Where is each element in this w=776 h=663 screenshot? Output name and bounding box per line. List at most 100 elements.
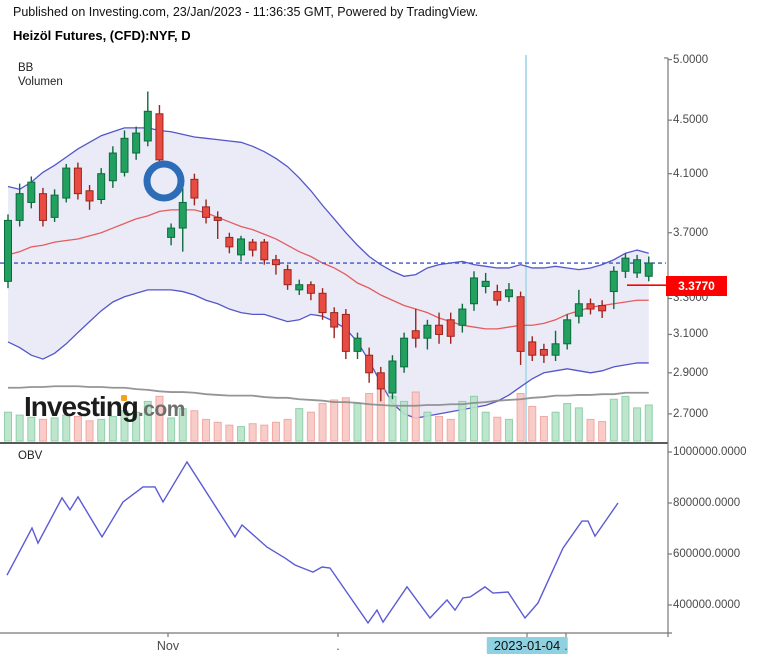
- investing-wordmark: Investing: [24, 391, 139, 422]
- volume-bar: [271, 421, 280, 442]
- candle-body: [586, 303, 595, 310]
- candle-body: [108, 152, 117, 182]
- volume-bar: [143, 400, 152, 442]
- date-tag-label: 2023-01-04: [486, 637, 568, 654]
- volume-bar: [330, 399, 339, 442]
- candle-body: [446, 319, 455, 337]
- annotation-circle: [143, 160, 185, 202]
- volume-bar: [493, 416, 502, 442]
- candle-body: [353, 337, 362, 352]
- candle-body: [458, 308, 467, 326]
- candle-body: [551, 343, 560, 356]
- obv-tick-label: 800000.0000: [673, 497, 741, 509]
- candle-body: [341, 313, 350, 352]
- candle-body: [167, 227, 176, 238]
- bb-lower-line: [7, 289, 649, 419]
- candle-body: [97, 173, 106, 200]
- volume-bar: [62, 414, 71, 442]
- volume-bar: [283, 418, 292, 442]
- candle-body: [330, 312, 339, 328]
- candle-body: [621, 257, 630, 272]
- price-tick-label: 5.0000: [673, 53, 709, 66]
- candle-body: [365, 354, 374, 374]
- volume-bar: [73, 416, 82, 442]
- candle-body: [143, 110, 152, 142]
- bb-middle-line: [7, 209, 649, 330]
- volume-bar: [27, 416, 36, 442]
- candle-body: [435, 324, 444, 335]
- volume-bar: [38, 418, 47, 442]
- candle-body: [644, 262, 653, 277]
- candle-body: [237, 238, 245, 256]
- candle-body: [633, 259, 642, 274]
- volume-bar: [411, 391, 420, 442]
- volume-bar: [50, 417, 59, 442]
- candle-body: [155, 113, 164, 161]
- price-tick-label: 2.7000: [673, 407, 709, 420]
- volume-bar: [167, 417, 176, 442]
- candle-body: [306, 284, 315, 294]
- volume-bar: [551, 411, 560, 442]
- volume-bar: [237, 426, 245, 442]
- candle-body: [516, 296, 525, 352]
- volume-bar: [248, 423, 257, 442]
- candle-body: [563, 319, 572, 345]
- obv-tick-label: 1000000.0000: [673, 446, 747, 458]
- volume-bar: [633, 407, 642, 442]
- candle-body: [283, 269, 292, 286]
- volume-bar: [178, 408, 187, 442]
- candle-body: [38, 193, 47, 221]
- obv-line: [6, 460, 619, 625]
- orange-i-dot-icon: [121, 395, 127, 401]
- candle-body: [27, 181, 36, 203]
- volume-bar: [609, 398, 618, 442]
- candle-body: [376, 372, 385, 390]
- bb-band-fill: [8, 127, 649, 419]
- volume-bar: [539, 416, 548, 442]
- candle-body: [120, 137, 129, 173]
- candle-body: [470, 277, 478, 305]
- volume-ma-line: [8, 385, 649, 407]
- volume-bar: [306, 411, 315, 442]
- candle-body: [609, 270, 618, 293]
- candle-body: [504, 289, 513, 298]
- time-tick-label: Nov: [156, 639, 180, 653]
- indicator-label-obv: OBV: [18, 450, 43, 462]
- volume-bar: [4, 411, 12, 442]
- volume-bar: [318, 403, 327, 442]
- volume-bar: [446, 418, 455, 442]
- candle-body: [318, 292, 327, 314]
- volume-bar: [353, 403, 362, 442]
- candle-body: [598, 305, 607, 312]
- volume-bar: [504, 418, 513, 442]
- volume-bar: [644, 404, 653, 442]
- volume-bar: [388, 395, 397, 442]
- volume-bar: [108, 416, 117, 442]
- volume-bar: [621, 395, 630, 442]
- volume-bar: [598, 421, 607, 442]
- volume-bar: [190, 410, 199, 442]
- obv-tick-label: 600000.0000: [673, 548, 741, 560]
- volume-bar: [481, 411, 490, 442]
- candle-body: [423, 324, 432, 339]
- time-tick-label: .: [564, 639, 568, 653]
- investing-watermark: Investing.com: [24, 391, 185, 423]
- bb-upper-line: [7, 127, 649, 277]
- investing-tld: .com: [137, 398, 186, 421]
- volume-bar: [132, 411, 141, 442]
- candle-body: [271, 259, 280, 266]
- candle-body: [481, 280, 490, 287]
- volume-bar: [260, 424, 269, 442]
- candle-body: [202, 206, 211, 218]
- price-tick-label: 2.9000: [673, 366, 709, 379]
- volume-bar: [435, 416, 444, 442]
- indicator-label-bb: BB: [18, 62, 34, 74]
- candle-body: [85, 190, 94, 202]
- candle-body: [528, 341, 537, 356]
- volume-bar: [213, 421, 222, 442]
- candle-body: [4, 219, 12, 282]
- volume-bar: [120, 410, 129, 442]
- candle-body: [260, 241, 269, 261]
